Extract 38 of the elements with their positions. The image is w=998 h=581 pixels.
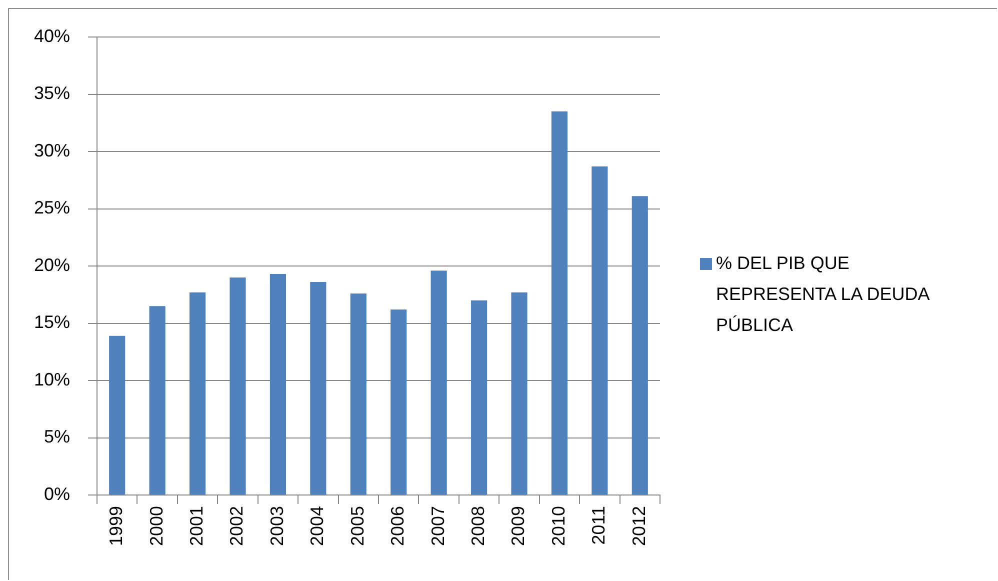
y-tick-label: 35% <box>34 83 70 104</box>
bar <box>592 166 608 494</box>
x-tick-label: 2009 <box>508 506 528 546</box>
x-tick-label: 2003 <box>266 506 287 546</box>
bar <box>390 310 407 494</box>
y-tick-label: 5% <box>44 426 70 447</box>
x-tick-label: 2007 <box>428 506 448 546</box>
bar <box>149 306 166 494</box>
y-tick-label: 15% <box>34 312 70 332</box>
x-tick-label: 2002 <box>226 506 247 546</box>
bar <box>310 282 326 494</box>
x-tick-label: 2004 <box>307 506 328 546</box>
y-tick-label: 10% <box>34 369 70 390</box>
bar <box>350 293 366 494</box>
x-tick-label: 2006 <box>388 506 408 546</box>
bar <box>270 274 286 494</box>
y-tick-label: 20% <box>34 254 70 275</box>
x-tick-label: 2011 <box>588 506 609 545</box>
y-tick-label: 0% <box>44 484 70 504</box>
bar <box>230 277 246 494</box>
x-tick-label: 2008 <box>468 506 488 546</box>
y-tick-label: 25% <box>34 198 70 218</box>
bar <box>511 292 528 494</box>
x-tick-label: 2000 <box>146 506 166 546</box>
legend-label: % DEL PIB QUE REPRESENTA LA DEUDA PÚBLICA <box>716 253 929 335</box>
x-tick-label: 2010 <box>548 506 568 546</box>
bar <box>430 270 447 494</box>
x-tick-label: 2012 <box>628 506 649 546</box>
bar <box>551 111 568 494</box>
bar <box>470 300 488 494</box>
x-tick-label: 2001 <box>186 506 207 546</box>
bar <box>189 292 206 494</box>
bar <box>109 336 126 494</box>
x-tick-label: 1999 <box>106 506 126 546</box>
y-tick-label: 40% <box>34 26 70 46</box>
y-tick-label: 30% <box>34 140 70 160</box>
x-tick-label: 2005 <box>347 506 368 546</box>
bar <box>632 196 648 494</box>
